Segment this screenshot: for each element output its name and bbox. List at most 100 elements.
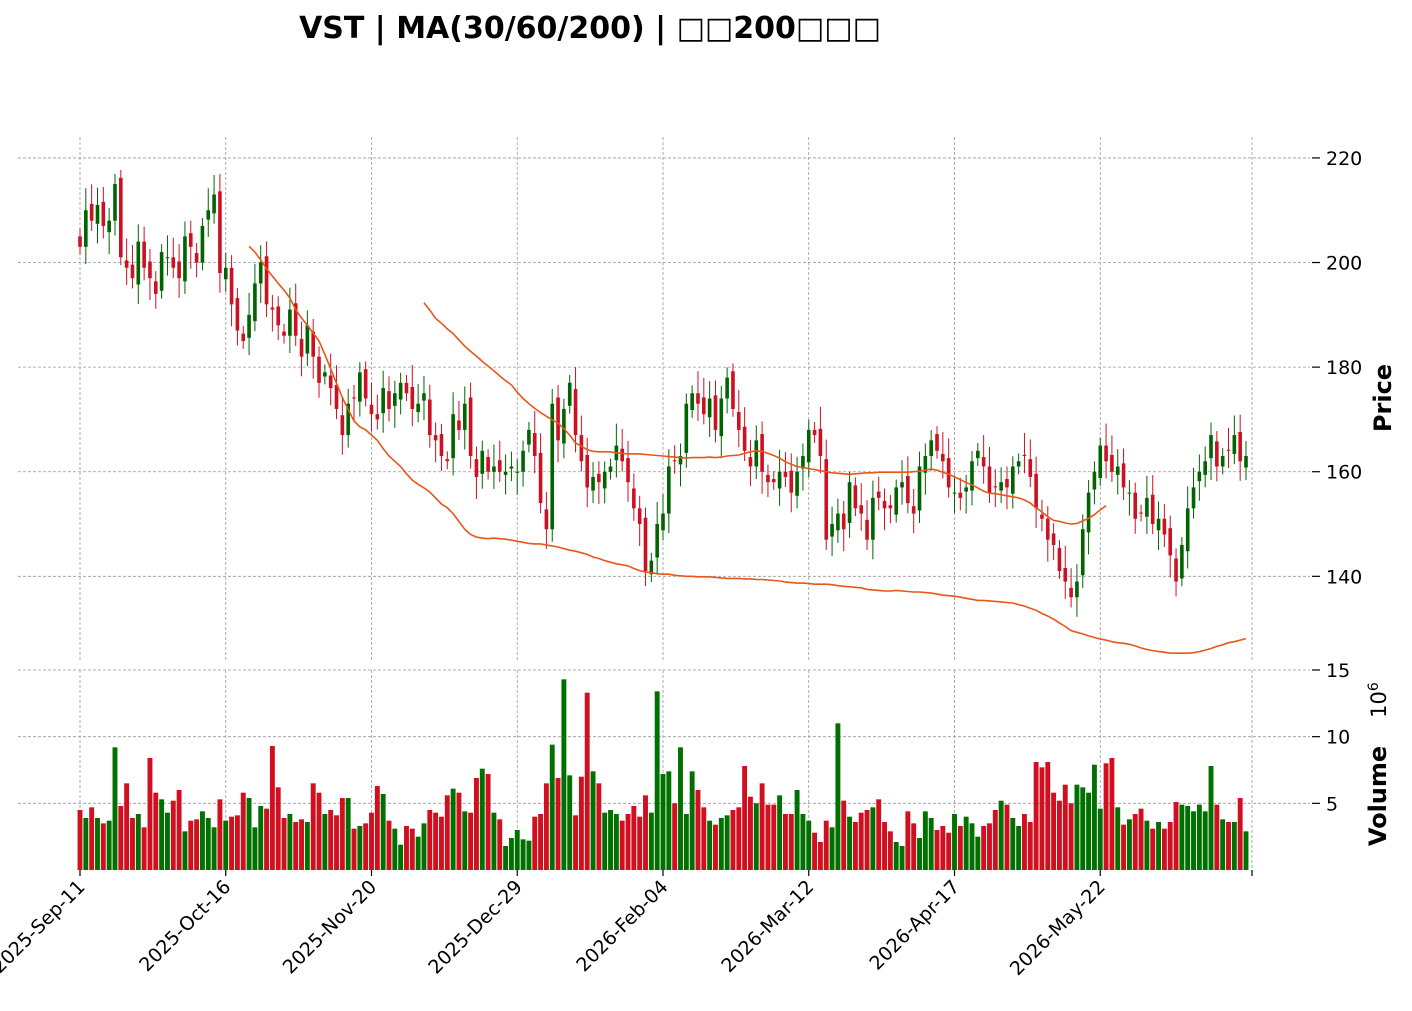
candle-body	[731, 371, 735, 409]
volume-bar	[1027, 822, 1033, 870]
volume-bar	[1086, 792, 1092, 870]
volume-bar	[357, 826, 363, 870]
volume-bar	[538, 814, 544, 870]
candle-body	[865, 519, 869, 540]
candle-body	[906, 475, 910, 504]
candle-body	[871, 497, 875, 540]
volume-bar	[782, 814, 788, 870]
candles	[78, 169, 1248, 617]
volume-bar	[199, 811, 205, 870]
candle-body	[468, 397, 473, 457]
candle-body	[795, 471, 799, 496]
candle-body	[760, 434, 764, 472]
candle-body	[620, 448, 624, 462]
candle-body	[550, 403, 555, 530]
volume-bar	[473, 778, 479, 870]
candle-body	[1150, 494, 1155, 525]
volume-bar	[118, 806, 124, 870]
candle-body	[1022, 454, 1027, 457]
candle-body	[334, 384, 339, 409]
candle-body	[235, 298, 240, 331]
volume-bar	[753, 803, 759, 870]
candle-body	[1174, 558, 1178, 582]
candle-body	[579, 435, 584, 462]
volume-bar	[555, 778, 561, 870]
volume-bar	[450, 788, 456, 870]
candle-body	[422, 393, 426, 401]
volume-bar	[1144, 820, 1150, 870]
candle-body	[293, 303, 298, 336]
candle-body	[602, 471, 607, 489]
volume-bar	[380, 794, 386, 870]
candle-body	[276, 306, 281, 326]
volume-bar	[625, 814, 631, 870]
volume-bar	[147, 758, 153, 870]
candle-body	[987, 466, 992, 493]
volume-bar	[287, 814, 293, 870]
candle-body	[177, 261, 181, 279]
volume-bar	[928, 818, 934, 870]
candle-body	[684, 403, 689, 453]
volume-bar	[1214, 804, 1220, 870]
volume-bar	[124, 783, 130, 870]
volume-axis-label: Volume	[1364, 746, 1392, 846]
volume-bar	[1243, 831, 1249, 870]
volume-bar	[141, 827, 147, 870]
volume-bar	[987, 823, 992, 870]
volume-bar	[841, 800, 847, 870]
candle-body	[1098, 445, 1103, 478]
volume-bar	[917, 838, 922, 870]
moving-average-lines	[248, 245, 1247, 654]
volume-bar	[713, 824, 718, 870]
candle-body	[136, 241, 141, 285]
volume-bar	[683, 814, 689, 870]
volume-bar	[678, 747, 683, 870]
volume-bar	[258, 806, 264, 870]
candle-body	[766, 474, 770, 483]
price-tick-label: 200	[1326, 253, 1362, 275]
candle-body	[451, 414, 455, 459]
volume-bar	[578, 776, 584, 870]
candle-body	[410, 386, 415, 409]
candle-body	[859, 505, 864, 514]
volume-bar	[905, 811, 911, 870]
volume-bar	[858, 812, 864, 870]
candle-body	[958, 492, 963, 498]
volume-bar	[194, 819, 200, 870]
candle-body	[427, 399, 432, 436]
candle-body	[976, 450, 980, 459]
volume-bar	[339, 798, 345, 870]
volume-bar	[934, 830, 940, 870]
candle-body	[1238, 431, 1242, 462]
volume-bar	[637, 816, 643, 870]
volume-bar	[567, 775, 573, 870]
candle-body	[206, 210, 211, 220]
volume-bar	[299, 819, 304, 870]
candle-body	[95, 204, 100, 224]
date-axis: 2025-Sep-11 2025-Oct-16 2025-Nov-20 2025-De…	[0, 870, 1253, 980]
candle-body	[678, 456, 683, 465]
candle-body	[1110, 454, 1114, 472]
candle-body	[393, 393, 397, 406]
volume-bar	[794, 790, 800, 870]
candle-body	[474, 459, 479, 477]
volume-bar	[543, 783, 549, 870]
volume-bar	[112, 747, 118, 870]
candle-body	[375, 414, 380, 420]
volume-bar	[77, 810, 83, 870]
candle-body	[107, 220, 111, 233]
volume-bars	[77, 679, 1249, 870]
volume-bar	[421, 823, 427, 870]
candle-body	[853, 485, 858, 509]
candle-body	[637, 508, 642, 525]
candle-body	[229, 267, 234, 305]
candle-body	[328, 375, 333, 389]
volume-tick-label: 15	[1326, 660, 1350, 682]
volume-bar	[1126, 819, 1132, 870]
volume-bar	[1056, 800, 1062, 870]
volume-bar	[1074, 784, 1080, 870]
candle-body	[433, 435, 438, 441]
candle-body	[929, 440, 933, 457]
volume-bar	[252, 827, 258, 870]
candle-body	[1127, 492, 1132, 494]
